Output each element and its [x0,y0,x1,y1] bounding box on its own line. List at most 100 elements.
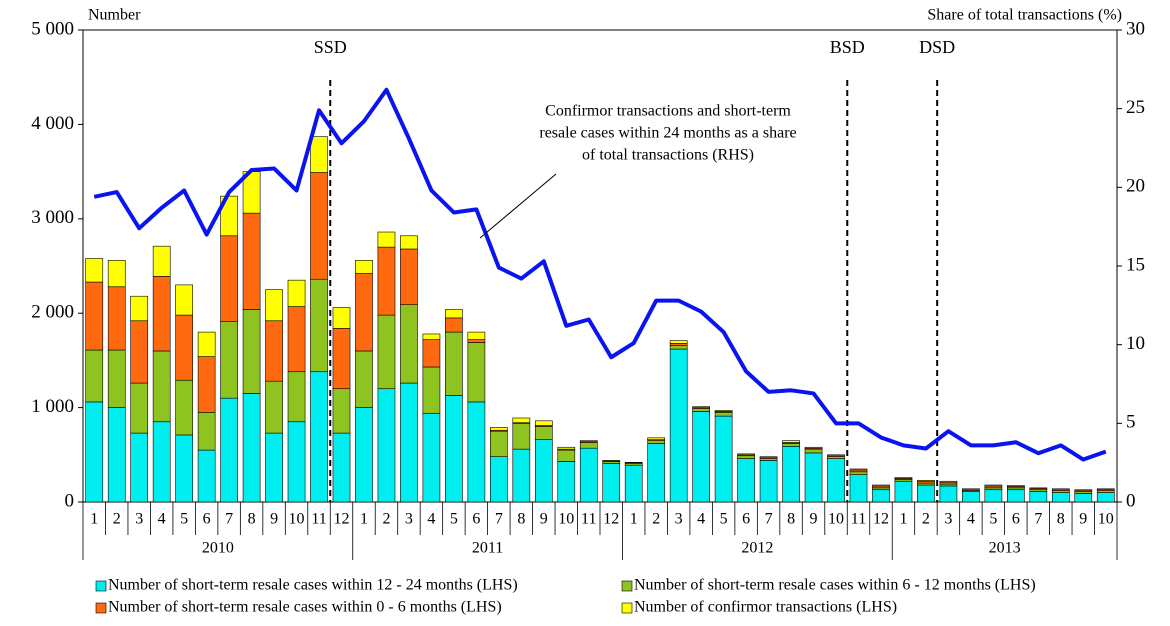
x-tick-label: 3 [135,511,143,528]
bar-segment [512,417,531,424]
bar-segment [714,415,733,503]
plot-frame [82,29,1118,503]
bar-segment [669,340,688,344]
x-tick-label: 5 [180,511,188,528]
bar-segment [737,455,755,459]
bar-segment [894,477,913,479]
bar-segment [467,339,486,343]
x-tick-label: 1 [630,511,638,528]
bar-segment [152,421,171,503]
year-label: 2012 [741,540,773,557]
legend-swatch [95,602,107,614]
bar-segment [85,401,104,503]
bar-segment [534,420,553,426]
bar-segment [265,432,283,503]
bar-segment [894,480,913,503]
y-axis-label: Number [88,7,141,24]
x-tick-label: 5 [450,511,458,528]
bar-segment [265,320,283,382]
bar-segment [579,440,598,442]
bar-segment [872,484,890,487]
event-label: BSD [830,37,865,57]
year-label: 2013 [989,540,1021,557]
bar-segment [377,314,396,390]
bar-segment [782,440,800,443]
bar-segment [107,407,126,503]
bar-segment [422,339,441,368]
legend-swatch [95,580,107,592]
bar-segment [804,448,823,454]
y2-tick-label: 20 [1126,176,1145,197]
x-tick-label: 11 [581,511,596,528]
x-tick-label: 2 [382,511,390,528]
annotation: resale cases within 24 months as a share [539,125,796,142]
x-tick-label: 9 [270,511,278,528]
x-tick-label: 6 [203,511,211,528]
y-tick-label: 4 000 [31,113,74,134]
x-tick-label: 9 [810,511,818,528]
bar-segment [804,452,823,503]
bar-segment [197,449,216,503]
bar-segment [107,260,126,288]
bar-segment [849,468,868,471]
bar-segment [557,449,576,462]
bar-segment [242,393,261,503]
y2-tick-label: 5 [1126,412,1136,433]
bar-segment [175,434,193,503]
bar-segment [310,371,328,503]
x-tick-label: 8 [517,511,525,528]
bar-segment [1051,488,1070,491]
bar-segment [332,307,351,329]
bar-segment [377,231,396,248]
bar-segment [579,442,598,449]
y2-tick-label: 30 [1126,18,1145,39]
bar-segment [647,437,666,440]
bar-segment [579,447,598,503]
bar-segment [714,410,733,412]
bar-segment [692,411,710,503]
bar-segment [377,388,396,503]
bar-segment [310,172,328,280]
bar-segment [287,279,306,307]
bar-segment [152,245,171,277]
bar-segment [107,349,126,408]
y2-axis-label: Share of total transactions (%) [927,7,1122,24]
bar-segment [355,273,373,352]
bar-segment [310,136,328,173]
bar-segment [175,284,193,316]
y-tick-label: 0 [65,490,75,511]
bar-segment [939,480,958,483]
bar-segment [490,456,508,503]
bar-segment [220,397,238,503]
bar-segment [759,456,778,458]
bar-segment [422,366,441,414]
x-tick-label: 4 [967,511,975,528]
bar-segment [1007,489,1025,503]
bar-segment [355,407,373,503]
x-tick-label: 3 [405,511,413,528]
bar-segment [107,286,126,351]
bar-segment [130,295,149,322]
bar-segment [445,395,463,503]
y-tick-label: 1 000 [31,396,74,417]
y2-tick-label: 25 [1126,97,1145,118]
bar-segment [669,348,688,503]
year-label: 2011 [472,540,503,557]
bar-segment [197,356,216,413]
bar-segment [782,446,800,503]
x-tick-label: 1 [360,511,368,528]
bar-segment [647,440,666,444]
bar-segment [422,412,441,503]
bar-segment [287,306,306,373]
event-label: DSD [919,37,955,57]
x-tick-label: 8 [248,511,256,528]
bar-segment [400,248,418,306]
bar-segment [984,489,1003,503]
x-tick-label: 6 [742,511,750,528]
bar-segment [557,446,576,450]
bar-segment [242,212,261,310]
bar-segment [827,454,845,457]
y-tick-label: 5 000 [31,18,74,39]
bar-segment [467,331,486,340]
bar-segment [265,380,283,434]
